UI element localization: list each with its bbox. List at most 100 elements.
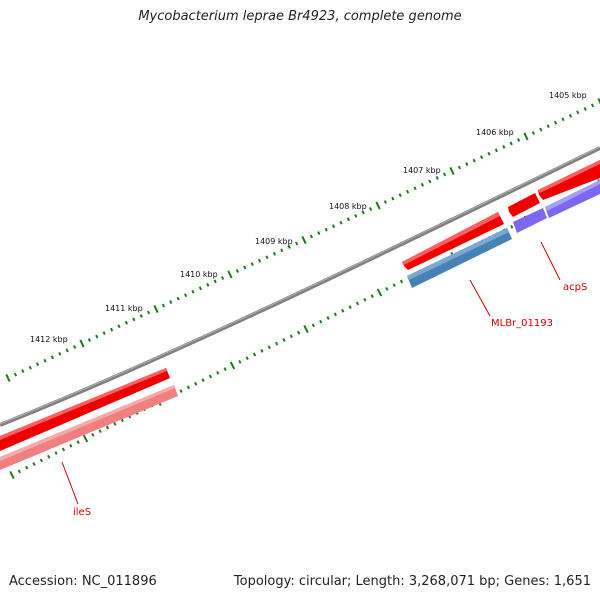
outer-ruler-minor-tick (146, 310, 151, 315)
outer-ruler-major-tick (153, 304, 159, 314)
inner-ruler-major-tick (9, 470, 15, 480)
outer-ruler-major-tick (375, 201, 381, 210)
inner-ruler-minor-tick (32, 462, 36, 466)
gene-acpS[interactable] (513, 208, 547, 233)
inner-ruler-minor-tick (17, 469, 21, 474)
gene-forward-2[interactable] (508, 193, 540, 217)
inner-ruler-minor-tick (186, 385, 190, 390)
outer-ruler-minor-tick (220, 276, 225, 280)
inner-ruler-minor-tick (363, 297, 367, 302)
outer-ruler-minor-tick (465, 162, 469, 167)
outer-ruler-minor-tick (324, 227, 328, 232)
gene-forward-1-highlight (402, 212, 500, 265)
inner-ruler-minor-tick (392, 283, 396, 288)
outer-ruler-major-tick (523, 132, 529, 141)
outer-ruler-minor-tick (361, 210, 365, 215)
inner-ruler-minor-tick (47, 454, 51, 459)
outer-ruler-minor-tick (21, 369, 25, 374)
outer-ruler-minor-tick (368, 207, 373, 211)
outer-ruler-minor-tick (317, 231, 321, 236)
inner-ruler-minor-tick (252, 352, 257, 357)
outer-ruler-minor-tick (50, 355, 55, 360)
outer-ruler-minor-tick (457, 165, 462, 170)
inner-ruler-minor-tick (238, 359, 242, 364)
outer-ruler-minor-tick (87, 338, 92, 342)
inner-ruler-minor-tick (282, 338, 286, 342)
outer-ruler-minor-tick (95, 334, 99, 339)
outer-ruler-minor-tick (405, 189, 410, 194)
outer-ruler-major-tick (597, 97, 600, 105)
inner-ruler-minor-tick (260, 349, 264, 353)
gene-label-ileS[interactable]: ileS (73, 507, 91, 518)
outer-ruler-minor-tick (265, 255, 269, 260)
outer-ruler-minor-tick (383, 200, 388, 204)
outer-ruler-minor-tick (198, 286, 203, 291)
genome-backbone (0, 146, 600, 427)
outer-ruler-minor-tick (576, 110, 580, 115)
inner-ruler-major-tick (229, 361, 236, 370)
inner-ruler-minor-tick (355, 301, 360, 306)
gene-purple-2-highlight (545, 180, 600, 211)
outer-ruler-minor-tick (420, 182, 425, 187)
gene-label-acpS[interactable]: acpS (563, 282, 587, 293)
inner-ruler-minor-tick (91, 432, 95, 437)
ruler-label-1411: 1411 kbp (105, 304, 143, 313)
inner-ruler-minor-tick (289, 334, 293, 339)
gene-ileS-lower[interactable] (0, 385, 178, 470)
outer-ruler-minor-tick (339, 220, 343, 225)
outer-ruler-minor-tick (561, 117, 565, 122)
inner-ruler-minor-tick (223, 367, 227, 372)
outer-ruler-minor-tick (13, 372, 18, 377)
inner-ruler-major-tick (376, 288, 383, 297)
outer-ruler-minor-tick (58, 351, 62, 356)
inner-ruler-minor-tick (113, 422, 117, 426)
outer-ruler-minor-tick (428, 179, 432, 184)
outer-ruler-minor-tick (132, 317, 136, 322)
outer-ruler-minor-tick (294, 241, 299, 246)
inner-ruler-minor-tick (179, 389, 183, 393)
inner-ruler-minor-tick (333, 312, 337, 317)
outer-ruler-minor-tick (487, 151, 491, 156)
outer-ruler-minor-tick (109, 327, 114, 332)
outer-ruler-minor-tick (309, 234, 314, 239)
genome-backbone-highlight (0, 146, 600, 425)
ruler-label-1408: 1408 kbp (329, 202, 367, 211)
gene-label-MLBr_01193[interactable]: MLBr_01193 (491, 318, 553, 329)
outer-ruler-minor-tick (176, 296, 180, 301)
outer-ruler-minor-tick (494, 148, 499, 153)
outer-ruler-minor-tick (43, 358, 47, 363)
inner-ruler-minor-tick (385, 286, 389, 291)
outer-ruler-minor-tick (502, 144, 506, 149)
outer-ruler-minor-tick (590, 103, 595, 108)
inner-ruler-minor-tick (194, 381, 198, 386)
outer-ruler-minor-tick (280, 248, 284, 253)
inner-ruler-minor-tick (326, 316, 330, 320)
inner-ruler-major-tick (82, 434, 89, 443)
outer-ruler-minor-tick (161, 303, 166, 308)
accession-text: Accession: NC_011896 (9, 574, 157, 589)
outer-ruler-minor-tick (250, 262, 254, 267)
inner-ruler-minor-tick (341, 308, 345, 313)
outer-ruler-minor-tick (472, 158, 476, 163)
outer-ruler-minor-tick (398, 193, 402, 198)
outer-ruler-major-tick (5, 373, 11, 383)
ruler-label-1412: 1412 kbp (30, 335, 68, 344)
inner-ruler-minor-tick (216, 370, 220, 375)
ileS-leader-line (61, 461, 79, 505)
outer-ruler-minor-tick (124, 320, 129, 325)
gene-ileS-lower-highlight (0, 385, 175, 461)
inner-ruler-major-tick (303, 324, 309, 334)
ruler-labels: 1405 kbp 1406 kbp 1407 kbp 1408 kbp 1409… (30, 91, 587, 344)
mlbr-leader-line (469, 279, 491, 317)
topology-summary: Topology: circular; Length: 3,268,071 bp… (233, 574, 591, 589)
inner-ruler-minor-tick (76, 440, 80, 445)
inner-ruler-minor-tick (105, 425, 110, 430)
gene-ileS-forward[interactable] (0, 368, 170, 451)
outer-ruler-minor-tick (28, 365, 32, 370)
ruler-label-1410: 1410 kbp (180, 270, 218, 279)
inner-ruler-minor-tick (98, 429, 102, 434)
inner-ruler-minor-tick (510, 224, 514, 229)
outer-ruler-minor-tick (531, 131, 536, 135)
acps-leader-line (540, 241, 561, 281)
